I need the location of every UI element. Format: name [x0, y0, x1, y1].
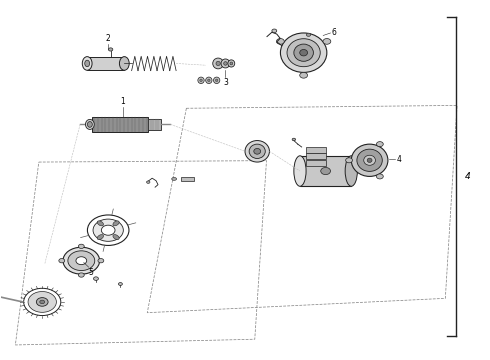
Text: 1: 1 — [121, 97, 125, 106]
Ellipse shape — [367, 158, 372, 162]
Ellipse shape — [113, 235, 119, 239]
Ellipse shape — [230, 62, 233, 65]
Ellipse shape — [93, 219, 123, 241]
Ellipse shape — [208, 79, 210, 82]
Ellipse shape — [108, 48, 113, 51]
Text: 4: 4 — [396, 155, 401, 164]
Text: 6: 6 — [332, 28, 337, 37]
Ellipse shape — [224, 62, 227, 65]
Ellipse shape — [280, 33, 327, 72]
Ellipse shape — [294, 156, 306, 186]
Ellipse shape — [357, 149, 382, 171]
Ellipse shape — [85, 60, 90, 67]
Ellipse shape — [351, 144, 388, 176]
Ellipse shape — [97, 235, 103, 239]
Ellipse shape — [376, 174, 383, 179]
Ellipse shape — [249, 144, 265, 158]
Ellipse shape — [292, 138, 295, 141]
Ellipse shape — [113, 221, 119, 226]
Ellipse shape — [228, 60, 235, 67]
Text: 5: 5 — [89, 268, 94, 277]
Bar — [92, 117, 148, 132]
Ellipse shape — [172, 177, 176, 180]
Bar — [300, 156, 351, 186]
Ellipse shape — [221, 59, 230, 68]
Ellipse shape — [97, 221, 103, 226]
Ellipse shape — [345, 158, 352, 163]
Ellipse shape — [94, 277, 98, 280]
Ellipse shape — [306, 33, 311, 36]
Ellipse shape — [216, 61, 220, 66]
Ellipse shape — [272, 29, 277, 33]
Ellipse shape — [28, 292, 56, 312]
Ellipse shape — [198, 77, 204, 84]
Bar — [306, 160, 326, 166]
Ellipse shape — [101, 225, 115, 235]
Ellipse shape — [78, 244, 84, 248]
Bar — [181, 177, 194, 181]
Ellipse shape — [120, 57, 129, 70]
Ellipse shape — [59, 258, 65, 263]
Ellipse shape — [300, 49, 308, 56]
Ellipse shape — [323, 39, 331, 44]
Ellipse shape — [82, 57, 92, 70]
Ellipse shape — [213, 58, 223, 69]
Ellipse shape — [321, 167, 331, 175]
Ellipse shape — [119, 283, 122, 285]
Ellipse shape — [216, 79, 218, 82]
Ellipse shape — [147, 181, 150, 183]
Ellipse shape — [40, 300, 45, 304]
Ellipse shape — [245, 140, 270, 162]
Ellipse shape — [36, 298, 48, 306]
Ellipse shape — [85, 120, 94, 130]
Ellipse shape — [254, 148, 261, 154]
Ellipse shape — [300, 72, 308, 78]
Ellipse shape — [87, 122, 92, 127]
Ellipse shape — [364, 155, 375, 165]
Ellipse shape — [76, 257, 87, 265]
Ellipse shape — [98, 258, 104, 263]
Bar — [306, 153, 326, 159]
Ellipse shape — [345, 156, 357, 186]
Text: 4: 4 — [465, 172, 470, 181]
Ellipse shape — [206, 77, 212, 84]
Ellipse shape — [287, 39, 320, 67]
Ellipse shape — [294, 44, 314, 61]
Bar — [148, 119, 161, 130]
Ellipse shape — [78, 273, 84, 277]
Bar — [306, 147, 326, 153]
Bar — [87, 57, 124, 70]
Text: 2: 2 — [106, 33, 111, 42]
Text: 3: 3 — [223, 78, 228, 87]
Ellipse shape — [68, 251, 95, 271]
Ellipse shape — [63, 247, 99, 274]
Ellipse shape — [214, 77, 220, 84]
Ellipse shape — [200, 79, 202, 82]
Ellipse shape — [376, 141, 383, 147]
Ellipse shape — [276, 39, 284, 44]
